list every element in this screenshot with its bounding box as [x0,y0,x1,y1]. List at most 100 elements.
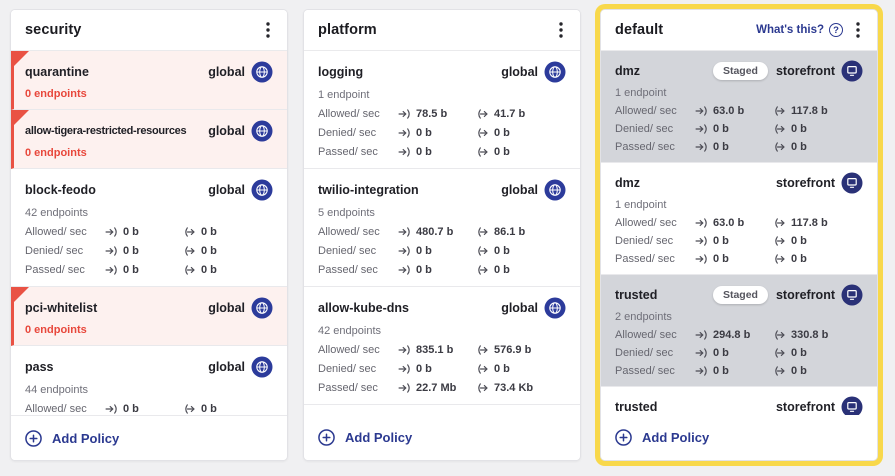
stat-egress: 73.4 Kb [476,382,533,394]
whats-this-label: What's this? [756,24,824,36]
policy-title-row: logging global [318,61,566,83]
policy-title-row: trusted Staged storefront [615,284,863,306]
stat-ingress: 78.5 b [398,108,476,120]
stat-value: 480.7 b [416,226,454,238]
stat-row-passed: Passed/ sec 0 b 0 b [318,146,566,158]
globe-icon [251,356,273,378]
whats-this-link[interactable]: What's this? ? [756,23,843,37]
tier-footer: Add Policy [11,415,287,460]
policy-name: allow-tigera-restricted-resources [25,124,187,137]
storefront-icon [841,60,863,82]
policy-card[interactable]: dmz storefront 1 endpoint Allowed/ sec 6… [601,163,877,275]
policy-card[interactable]: pci-whitelist global 0 endpoints [11,287,287,346]
policy-card[interactable]: logging global 1 endpoint Allowed/ sec 7… [304,51,580,169]
add-policy-button[interactable]: Add Policy [318,429,412,446]
stat-row-passed: Passed/ sec 0 b 0 b [25,264,273,276]
policy-card[interactable]: block-feodo global 42 endpoints Allowed/… [11,169,287,287]
stat-row-denied: Denied/ sec 0 b 0 b [25,245,273,257]
stat-label: Denied/ sec [318,363,377,375]
stat-egress: 0 b [183,226,217,238]
staged-badge: Staged [712,286,768,304]
stat-row-allowed: Allowed/ sec 0 b 0 b [25,403,273,415]
policy-card[interactable]: trusted Staged storefront 2 endpoints Al… [601,275,877,387]
stat-label: Allowed/ sec [318,226,380,238]
stat-value: 0 b [416,146,432,158]
stat-value: 63.0 b [713,217,745,229]
egress-icon [478,364,488,374]
stat-row-allowed: Allowed/ sec 294.8 b 330.8 b [615,329,863,341]
stat-label: Allowed/ sec [318,344,380,356]
egress-icon [775,106,785,116]
policy-title-row: dmz Staged storefront [615,60,863,82]
stat-ingress: 0 b [695,347,773,359]
ingress-icon [695,330,707,340]
policy-card[interactable]: dmz Staged storefront 1 endpoint Allowed… [601,51,877,163]
policy-card[interactable]: twilio-integration global 5 endpoints Al… [304,169,580,287]
policy-card[interactable]: pass global 44 endpoints Allowed/ sec 0 … [11,346,287,415]
ingress-icon [398,383,410,393]
tier-header: platform [304,10,580,51]
stat-value: 63.0 b [713,105,745,117]
stat-row-denied: Denied/ sec 0 b 0 b [318,245,566,257]
policy-card[interactable]: allow-tigera-restricted-resources global… [11,110,287,169]
stat-value: 0 b [123,245,139,257]
tier-name: platform [318,22,377,38]
tier-header: security [11,10,287,51]
stat-label: Denied/ sec [318,127,377,139]
stat-egress: 0 b [476,264,510,276]
policy-card[interactable]: quarantine global 0 endpoints [11,51,287,110]
policy-card[interactable]: allow-kube-dns global 42 endpoints Allow… [304,287,580,405]
add-policy-button[interactable]: Add Policy [25,429,119,447]
endpoint-count: 1 endpoint [318,89,370,101]
stat-value: 0 b [713,141,729,153]
storefront-icon [841,172,863,194]
add-policy-label: Add Policy [345,430,413,445]
stat-value: 0 b [713,235,729,247]
policy-name: quarantine [25,64,89,79]
stat-ingress: 0 b [695,235,773,247]
ingress-icon [105,404,117,414]
globe-icon [251,61,273,83]
stat-egress: 0 b [183,245,217,257]
policy-title-row: trusted storefront [615,396,863,415]
tier-menu-button[interactable] [853,20,863,40]
stat-row-allowed: Allowed/ sec 63.0 b 117.8 b [615,105,863,117]
endpoint-count: 42 endpoints [318,325,381,337]
scope-label: storefront [775,176,835,190]
tier-header-actions [556,20,566,40]
globe-icon [251,120,273,142]
tier-menu-button[interactable] [556,20,566,40]
globe-icon [544,61,566,83]
stat-label: Allowed/ sec [615,217,677,229]
stat-ingress: 63.0 b [695,105,773,117]
stat-egress: 86.1 b [476,226,525,238]
scope-label: global [208,65,245,79]
policy-name: logging [318,64,364,79]
add-policy-button[interactable]: Add Policy [615,429,709,446]
ingress-icon [105,246,117,256]
stat-egress: 117.8 b [773,105,828,117]
stat-ingress: 63.0 b [695,217,773,229]
stat-ingress: 294.8 b [695,329,773,341]
endpoint-count: 0 endpoints [25,147,87,159]
stat-row-allowed: Allowed/ sec 63.0 b 117.8 b [615,217,863,229]
stat-label: Allowed/ sec [318,108,380,120]
egress-icon [478,128,488,138]
stat-egress: 117.8 b [773,217,828,229]
policy-name: block-feodo [25,182,96,197]
tier-header: default What's this? ? [601,10,877,51]
stat-value: 835.1 b [416,344,454,356]
ingress-icon [398,345,410,355]
stat-label: Passed/ sec [615,141,675,153]
stat-row-passed: Passed/ sec 0 b 0 b [615,141,863,153]
ingress-icon [695,236,707,246]
stat-ingress: 22.7 Mb [398,382,476,394]
policy-name: twilio-integration [318,182,419,197]
stat-row-denied: Denied/ sec 0 b 0 b [615,347,863,359]
ingress-icon [105,227,117,237]
tier-header-actions: What's this? ? [756,20,863,40]
policy-title-row: quarantine global [25,61,273,83]
tier-menu-button[interactable] [263,20,273,40]
policy-card[interactable]: trusted storefront [601,387,877,415]
